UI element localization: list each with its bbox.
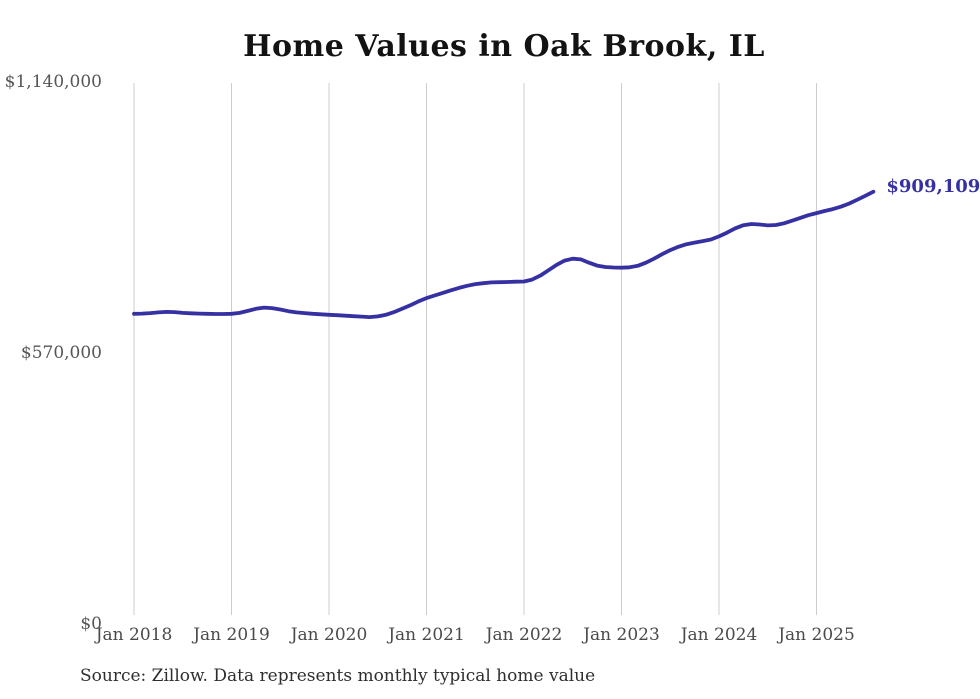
x-axis-tick-label: Jan 2023 bbox=[583, 625, 660, 645]
source-note: Source: Zillow. Data represents monthly … bbox=[80, 666, 596, 686]
y-axis-tick-label: $0 bbox=[80, 613, 102, 634]
x-axis-tick-label: Jan 2024 bbox=[680, 625, 758, 645]
y-axis-tick-label: $1,140,000 bbox=[4, 72, 102, 92]
home-value-line bbox=[132, 189, 876, 320]
chart-title: Home Values in Oak Brook, IL bbox=[243, 29, 765, 64]
y-axis-tick-label: $570,000 bbox=[20, 342, 102, 363]
x-axis-tick-label: Jan 2019 bbox=[193, 625, 270, 645]
x-axis-tick-label: Jan 2021 bbox=[388, 625, 465, 645]
latest-value-label: $909,109 bbox=[886, 175, 980, 197]
x-axis-tick-label: Jan 2022 bbox=[485, 625, 563, 645]
x-axis-tick-label: Jan 2018 bbox=[95, 625, 173, 645]
x-axis-tick-label: Jan 2025 bbox=[778, 625, 855, 645]
x-axis-tick-label: Jan 2020 bbox=[290, 625, 368, 645]
